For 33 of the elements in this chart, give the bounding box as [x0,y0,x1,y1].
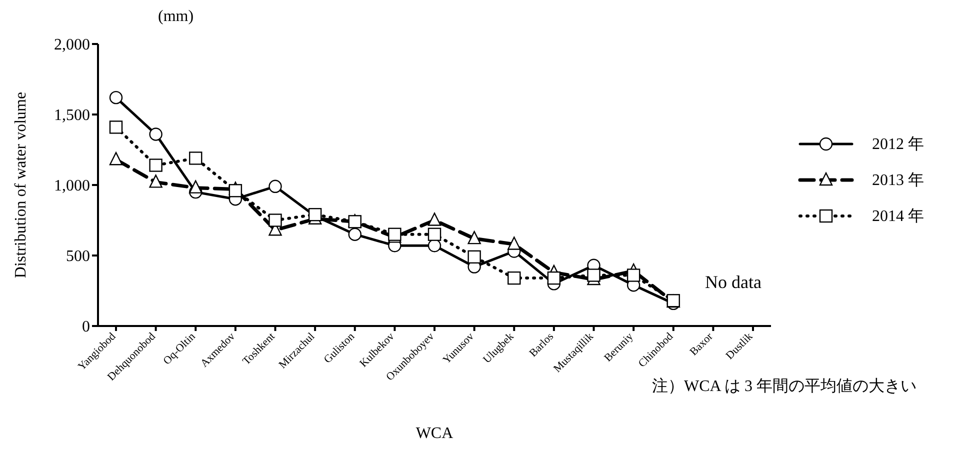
point [189,180,202,194]
point [268,214,282,227]
x-axis-title: WCA [416,425,454,442]
point [149,158,162,172]
y-tick-label: 500 [66,248,90,266]
point [149,174,162,188]
point [468,250,481,264]
y-tick-label: 0 [82,318,90,336]
point [626,268,640,282]
point [508,236,521,250]
annotation: No data [705,272,762,293]
y-axis-title: Distribution of water volume [12,92,30,278]
point [428,239,442,252]
point [109,152,123,166]
point [348,228,362,241]
y-tick-label: 1,000 [54,178,90,195]
text: (mm) [158,8,194,26]
point [189,152,202,165]
point [228,184,242,198]
point [508,271,521,285]
point [547,271,561,285]
y-tick-label: 1,500 [54,107,90,124]
point [428,228,442,241]
legend-label: 2012 年 [872,134,924,154]
point [268,180,282,194]
point [149,128,162,141]
legend-label: 2013 年 [872,170,924,190]
legend-label: 2014 年 [872,206,924,226]
point [109,120,123,134]
point [587,268,600,282]
point [109,90,123,104]
y-tick-label: 2,000 [54,36,90,54]
text: 注）WCA は 3 年間の平均値の大きい [652,376,916,397]
